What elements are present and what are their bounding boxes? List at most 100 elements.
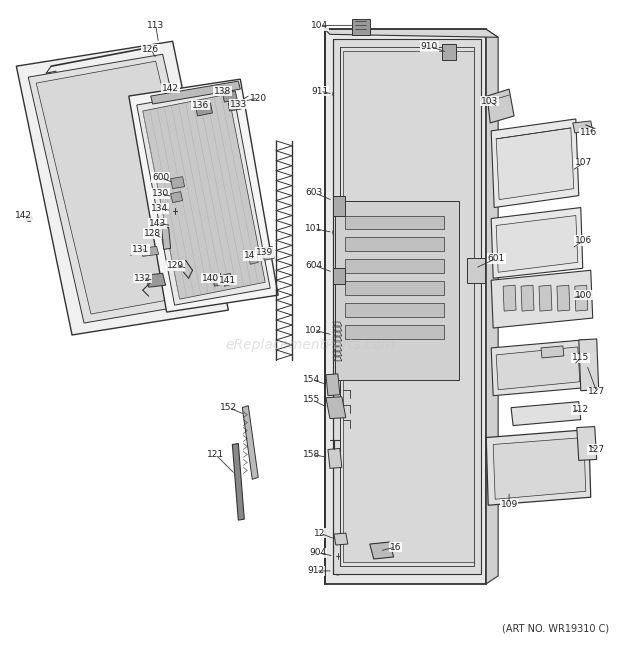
Circle shape bbox=[172, 223, 177, 227]
Bar bbox=[467, 258, 485, 283]
Text: 152: 152 bbox=[220, 403, 237, 412]
Circle shape bbox=[333, 89, 343, 99]
Text: 104: 104 bbox=[311, 21, 329, 30]
Polygon shape bbox=[334, 533, 348, 545]
Polygon shape bbox=[325, 29, 498, 37]
Polygon shape bbox=[496, 347, 580, 390]
Circle shape bbox=[333, 227, 343, 237]
Text: 103: 103 bbox=[480, 97, 498, 106]
Polygon shape bbox=[16, 41, 228, 335]
Polygon shape bbox=[491, 119, 579, 208]
Text: 141: 141 bbox=[219, 276, 236, 285]
Circle shape bbox=[167, 91, 174, 97]
Text: 604: 604 bbox=[306, 261, 322, 270]
Text: 155: 155 bbox=[303, 395, 321, 404]
Polygon shape bbox=[137, 88, 270, 305]
Text: 142: 142 bbox=[162, 83, 179, 93]
Polygon shape bbox=[557, 285, 570, 311]
Polygon shape bbox=[370, 542, 394, 559]
Text: 127: 127 bbox=[588, 445, 605, 454]
Text: 12: 12 bbox=[314, 529, 326, 537]
Text: 130: 130 bbox=[152, 189, 169, 198]
Text: 911: 911 bbox=[311, 87, 329, 96]
Text: 910: 910 bbox=[421, 42, 438, 51]
Polygon shape bbox=[326, 397, 346, 418]
Text: 109: 109 bbox=[500, 500, 518, 509]
Text: 131: 131 bbox=[132, 245, 149, 254]
Polygon shape bbox=[491, 208, 583, 278]
Text: 136: 136 bbox=[192, 100, 209, 110]
Circle shape bbox=[336, 92, 340, 96]
Polygon shape bbox=[521, 285, 534, 311]
Text: 142: 142 bbox=[15, 211, 32, 220]
Text: 134: 134 bbox=[151, 204, 168, 213]
Polygon shape bbox=[29, 54, 218, 323]
Polygon shape bbox=[325, 29, 486, 584]
Polygon shape bbox=[223, 91, 237, 102]
Polygon shape bbox=[141, 247, 159, 256]
Polygon shape bbox=[496, 215, 578, 272]
Text: 128: 128 bbox=[144, 229, 161, 238]
Bar bbox=[343, 52, 474, 562]
Bar bbox=[345, 259, 445, 273]
Polygon shape bbox=[146, 273, 166, 287]
Text: 154: 154 bbox=[303, 375, 321, 384]
Text: 601: 601 bbox=[487, 254, 505, 263]
Text: 106: 106 bbox=[575, 236, 592, 245]
Bar bbox=[333, 196, 345, 215]
Text: 133: 133 bbox=[229, 100, 247, 108]
Text: 115: 115 bbox=[572, 354, 590, 362]
Polygon shape bbox=[486, 430, 591, 505]
Polygon shape bbox=[579, 339, 599, 391]
Polygon shape bbox=[539, 285, 552, 311]
Text: 158: 158 bbox=[303, 450, 321, 459]
Text: 16: 16 bbox=[390, 543, 401, 551]
Polygon shape bbox=[262, 247, 274, 260]
Text: 127: 127 bbox=[588, 387, 605, 396]
Polygon shape bbox=[232, 444, 244, 520]
Bar bbox=[443, 44, 456, 60]
Polygon shape bbox=[213, 273, 223, 286]
Bar bbox=[345, 303, 445, 317]
Polygon shape bbox=[486, 29, 498, 584]
Bar bbox=[333, 268, 345, 284]
Polygon shape bbox=[170, 176, 185, 188]
Text: 101: 101 bbox=[306, 224, 322, 233]
Text: 912: 912 bbox=[308, 566, 324, 576]
Text: 132: 132 bbox=[134, 274, 151, 283]
Text: 138: 138 bbox=[214, 87, 231, 96]
Polygon shape bbox=[170, 192, 182, 202]
Bar bbox=[335, 200, 459, 380]
Text: 143: 143 bbox=[149, 219, 166, 228]
Bar bbox=[352, 19, 370, 35]
Polygon shape bbox=[491, 270, 593, 328]
Text: 129: 129 bbox=[167, 261, 184, 270]
Polygon shape bbox=[577, 426, 596, 461]
Polygon shape bbox=[491, 340, 585, 396]
Bar bbox=[345, 325, 445, 339]
Polygon shape bbox=[511, 402, 581, 426]
Polygon shape bbox=[195, 103, 213, 116]
Text: 100: 100 bbox=[575, 291, 592, 299]
Polygon shape bbox=[496, 128, 574, 200]
Polygon shape bbox=[328, 448, 342, 469]
Polygon shape bbox=[143, 94, 265, 299]
Polygon shape bbox=[162, 227, 170, 249]
Text: eReplacementParts.com: eReplacementParts.com bbox=[225, 338, 395, 352]
Text: 121: 121 bbox=[207, 450, 224, 459]
Text: 102: 102 bbox=[306, 325, 322, 334]
Polygon shape bbox=[333, 39, 481, 574]
Polygon shape bbox=[573, 121, 593, 133]
Text: 113: 113 bbox=[147, 21, 164, 30]
Text: 120: 120 bbox=[250, 94, 267, 102]
Circle shape bbox=[336, 569, 340, 573]
Text: 603: 603 bbox=[306, 188, 322, 197]
Polygon shape bbox=[493, 438, 586, 499]
Text: 139: 139 bbox=[255, 248, 273, 257]
Bar bbox=[345, 215, 445, 229]
Polygon shape bbox=[228, 101, 241, 111]
Text: (ART NO. WR19310 C): (ART NO. WR19310 C) bbox=[502, 624, 609, 634]
Circle shape bbox=[334, 552, 342, 560]
Text: 107: 107 bbox=[575, 158, 592, 167]
Bar bbox=[345, 281, 445, 295]
